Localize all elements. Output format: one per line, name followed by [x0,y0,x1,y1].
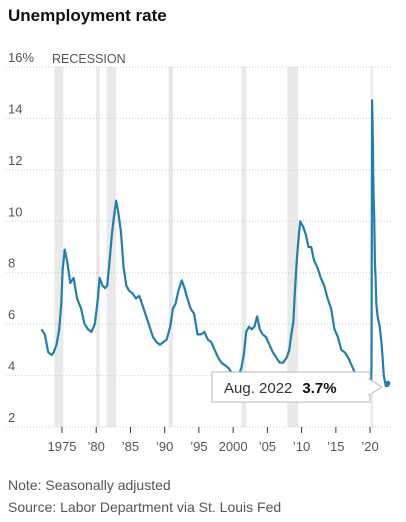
y-tick-label-7: 2 [8,410,15,425]
callout-text: Aug. 2022 3.7% [224,380,337,397]
x-tick-label-5: 2000 [219,439,248,454]
series-line-0 [40,99,391,390]
chart-title: Unemployment rate [8,6,167,25]
callout-group: Aug. 2022 3.7% [211,371,391,403]
y-tick-label-0: 16% [8,50,34,65]
y-tick-label-6: 4 [8,359,15,374]
y-tick-label-5: 6 [8,307,15,322]
x-axis-labels: 1975 ’80 ’85 ’90 ’95 2000 ’05 ’10 ’15 ’20 [48,427,379,454]
callout-point [385,380,391,386]
callout-pointer-mask [368,380,371,394]
recession-band-3 [168,67,173,427]
y-tick-label-1: 14 [8,101,22,116]
y-axis-labels: 16% 14 12 10 8 6 4 2 [8,50,34,425]
x-tick-label-7: ’10 [293,439,310,454]
callout-value: 3.7% [302,380,336,397]
x-tick-label-6: ’05 [259,439,276,454]
y-tick-label-4: 8 [8,256,15,271]
callout-pointer [368,378,383,396]
series-lines [40,99,391,390]
recession-band-1 [96,67,100,427]
recession-band-0 [54,67,64,427]
x-tick-label-4: ’95 [190,439,207,454]
y-tick-label-3: 10 [8,204,22,219]
recession-label: RECESSION [52,52,126,66]
x-tick-label-3: ’90 [156,439,173,454]
recession-band-4 [241,67,247,427]
unemployment-line-chart: 16% 14 12 10 8 6 4 2 1975 ’80 ’85 ’90 ’95 2000 ’05 ’10… [6,50,392,454]
x-tick-label-0: 1975 [48,439,77,454]
note-source: Source: Labor Department via St. Louis F… [8,499,282,515]
callout-date: Aug. 2022 [224,380,292,397]
x-tick-label-2: ’85 [122,439,139,454]
y-tick-label-2: 12 [8,153,22,168]
note-seasonally-adjusted: Note: Seasonally adjusted [8,477,171,493]
x-tick-label-1: ’80 [88,439,105,454]
x-tick-label-9: ’20 [361,439,378,454]
recession-band-5 [287,67,299,427]
x-tick-label-8: ’15 [327,439,344,454]
